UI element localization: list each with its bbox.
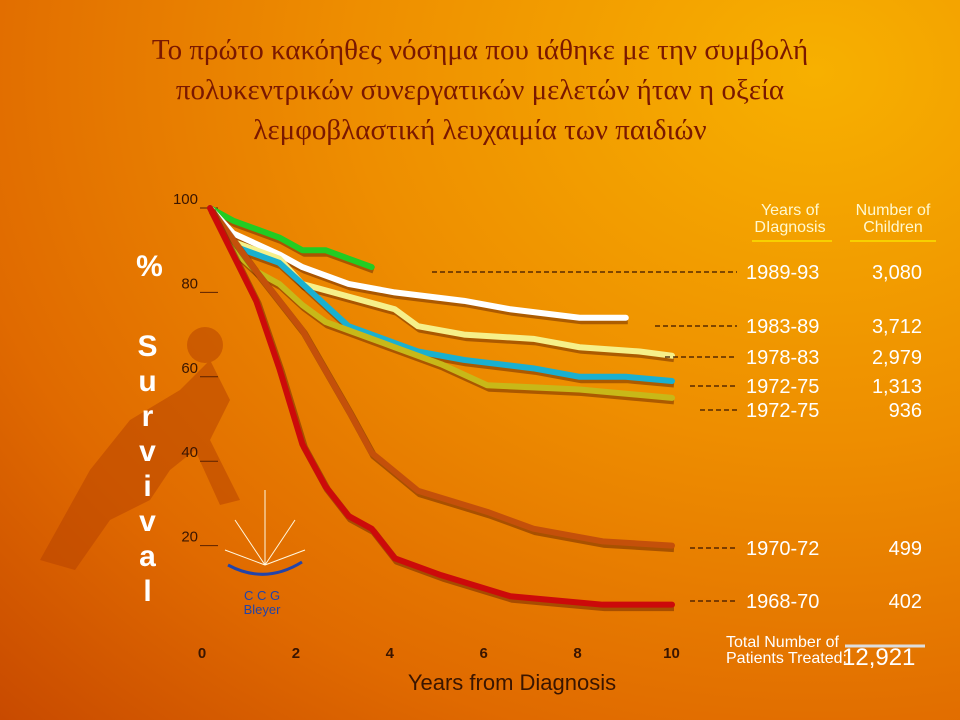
logo-text: C C G	[244, 588, 280, 603]
x-tick-label: 8	[573, 645, 581, 662]
total-value: 12,921	[842, 644, 916, 671]
line	[207, 205, 629, 321]
line	[207, 205, 675, 608]
x-tick-label: 0	[198, 645, 206, 662]
y-axis-symbol: %	[133, 250, 166, 287]
legend-header: Number of Children	[855, 202, 931, 236]
legend-count: 936	[889, 400, 922, 422]
line	[207, 205, 675, 549]
legend-label: 1989-93	[746, 262, 819, 284]
legend-label: 1972-75	[746, 376, 819, 398]
total-label: Total Number of Patients Treated:	[726, 634, 847, 667]
y-tick-label: 100	[173, 191, 198, 208]
runner-silhouette	[40, 327, 240, 570]
x-tick-label: 6	[480, 645, 488, 662]
legend-header: Years of DIagnosis	[754, 202, 826, 236]
legend-count: 3,080	[872, 262, 922, 284]
line	[207, 205, 375, 271]
legend-label: 1970-72	[746, 538, 819, 560]
y-tick-label: 40	[181, 444, 198, 461]
legend-label: 1983-89	[746, 316, 819, 338]
legend-label: 1968-70	[746, 591, 819, 613]
y-tick-label: 20	[181, 529, 198, 546]
x-axis-label: Years from Diagnosis	[408, 670, 616, 695]
legend-count: 499	[889, 538, 922, 560]
y-tick-label: 60	[181, 360, 198, 377]
line	[207, 205, 675, 359]
legend-count: 1,313	[872, 376, 922, 398]
legend-count: 402	[889, 591, 922, 613]
y-axis-label: Survival	[131, 330, 164, 610]
x-tick-label: 10	[663, 645, 680, 662]
logo-text: Bleyer	[244, 602, 282, 617]
legend-count: 3,712	[872, 316, 922, 338]
y-tick-label: 80	[181, 275, 198, 292]
legend-label: 1978-83	[746, 347, 819, 369]
x-tick-label: 2	[292, 645, 300, 662]
x-tick-label: 4	[386, 645, 395, 662]
legend-label: 1972-75	[746, 400, 819, 422]
ccg-logo-mark	[224, 490, 306, 576]
title: Το πρώτο κακόηθες νόσημα που ιάθηκε με τ…	[151, 34, 809, 146]
legend-count: 2,979	[872, 347, 922, 369]
line	[207, 205, 675, 385]
